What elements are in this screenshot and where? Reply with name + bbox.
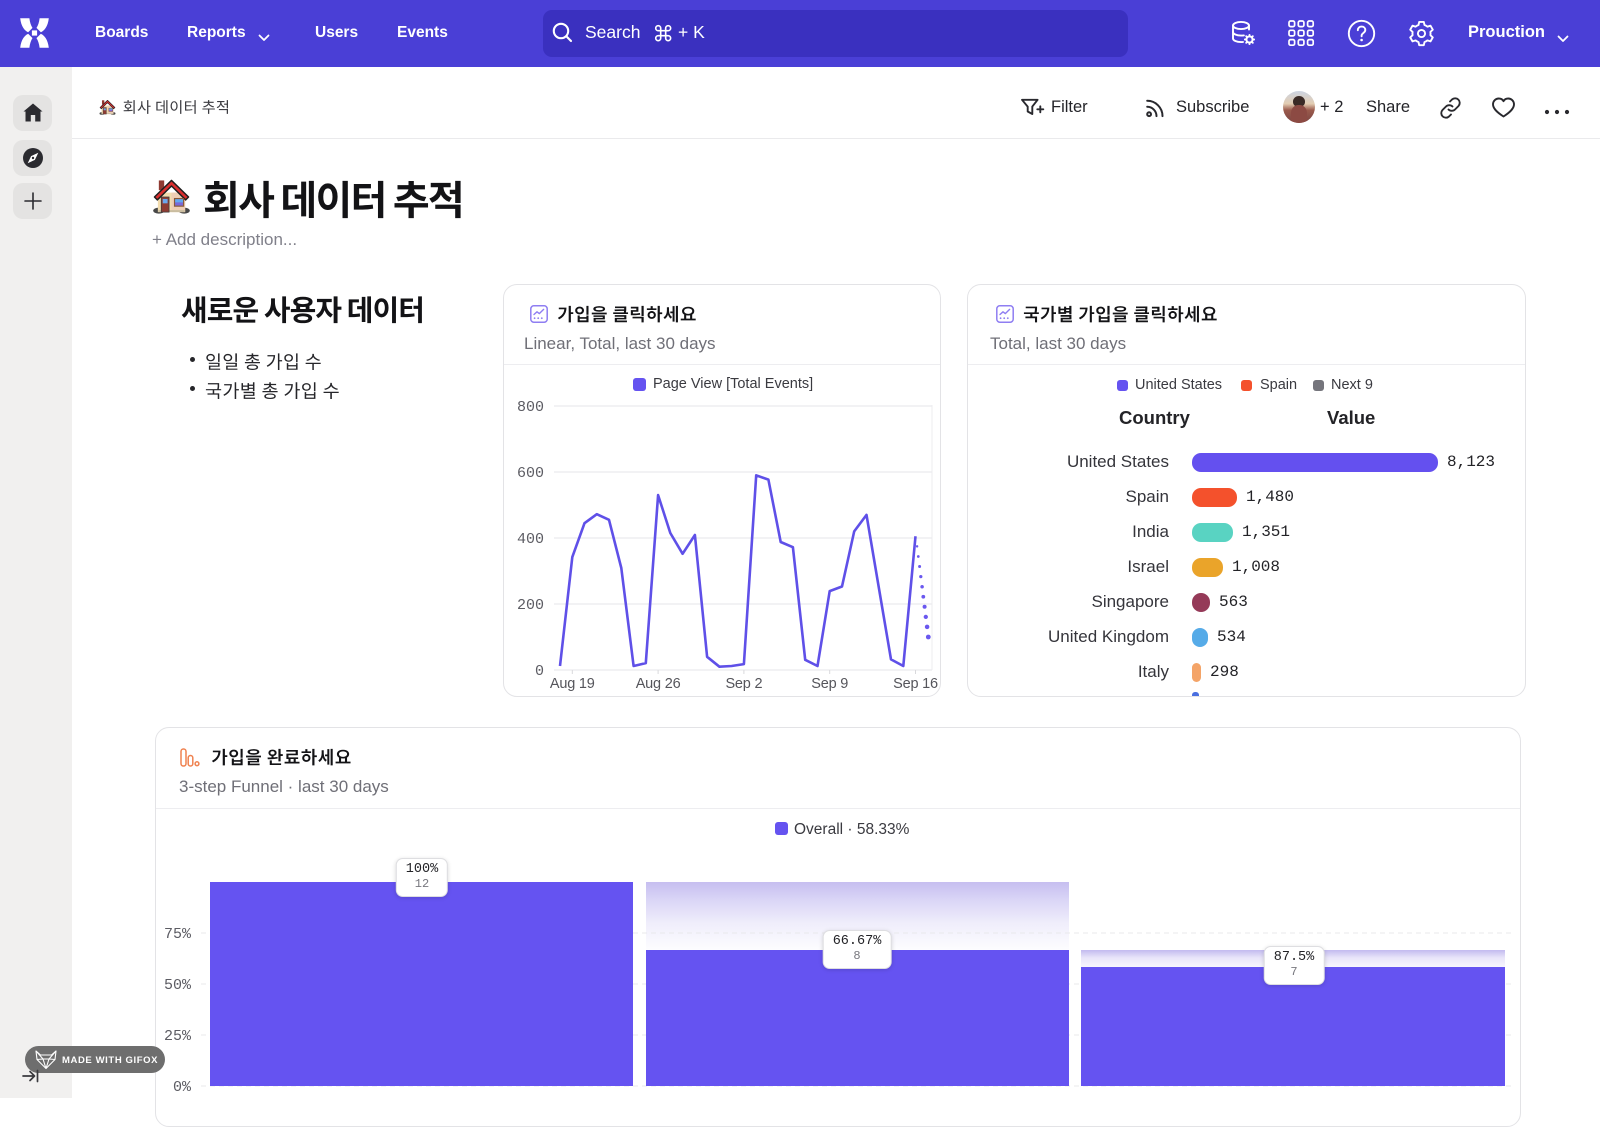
svg-text:Aug 19: Aug 19 xyxy=(550,676,595,692)
svg-text:400: 400 xyxy=(517,531,544,548)
svg-text:25%: 25% xyxy=(164,1028,192,1045)
svg-text:Sep 16: Sep 16 xyxy=(893,676,938,692)
svg-text:Sep 9: Sep 9 xyxy=(811,676,848,692)
svg-text:0%: 0% xyxy=(173,1079,192,1096)
svg-text:0: 0 xyxy=(535,663,544,680)
svg-text:Sep 2: Sep 2 xyxy=(725,676,762,692)
svg-text:800: 800 xyxy=(517,399,544,416)
svg-text:Aug 26: Aug 26 xyxy=(636,676,681,692)
svg-text:75%: 75% xyxy=(164,926,192,943)
svg-text:50%: 50% xyxy=(164,977,192,994)
svg-text:200: 200 xyxy=(517,597,544,614)
svg-text:600: 600 xyxy=(517,465,544,482)
